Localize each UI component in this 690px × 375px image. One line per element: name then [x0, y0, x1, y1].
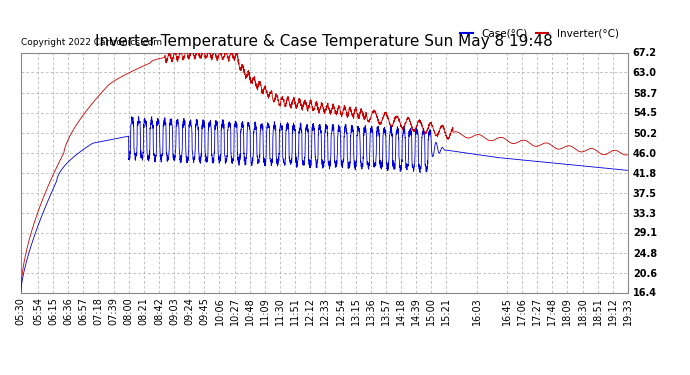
Text: Copyright 2022 Cartronics.com: Copyright 2022 Cartronics.com	[21, 38, 161, 47]
Legend: Case(°C), Inverter(°C): Case(°C), Inverter(°C)	[456, 24, 622, 42]
Title: Inverter Temperature & Case Temperature Sun May 8 19:48: Inverter Temperature & Case Temperature …	[95, 33, 553, 48]
